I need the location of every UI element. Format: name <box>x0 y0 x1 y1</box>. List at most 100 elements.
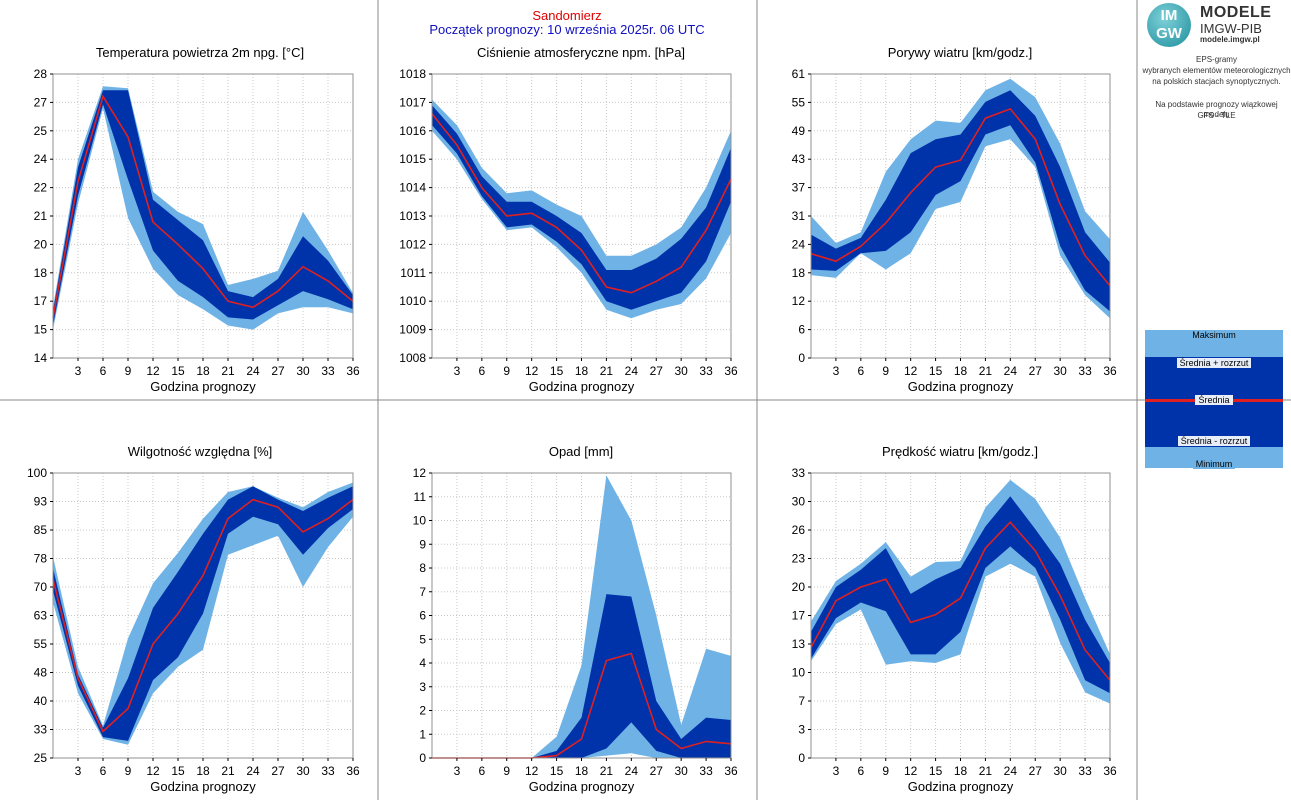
x-tick-label: 18 <box>196 764 210 778</box>
y-tick-label: 20 <box>34 237 48 251</box>
x-tick-label: 24 <box>625 364 639 378</box>
x-axis-label: Godzina prognozy <box>150 779 256 794</box>
x-tick-label: 18 <box>575 764 589 778</box>
y-tick-label: 24 <box>34 152 48 166</box>
y-tick-label: 18 <box>792 266 806 280</box>
x-tick-label: 21 <box>979 364 993 378</box>
description-line-2: wybranych elementów meteorologicznych <box>1142 66 1291 75</box>
imgw-logo-panel: IM GW MODELE IMGW-PIB modele.imgw.pl EPS… <box>1142 0 1291 130</box>
x-axis-label: Godzina prognozy <box>529 379 635 394</box>
x-tick-label: 12 <box>146 764 160 778</box>
y-tick-label: 55 <box>792 95 806 109</box>
legend-band-min <box>1145 447 1283 468</box>
chart-pressure: Ciśnienie atmosferyczne npm. [hPa] 1008 10… <box>399 45 738 394</box>
chart-title: Porywy wiatru [km/godz.] <box>888 45 1033 60</box>
x-tick-label: 36 <box>1103 364 1117 378</box>
y-tick-label: 1009 <box>399 323 426 337</box>
y-tick-label: 1014 <box>399 181 426 195</box>
x-tick-label: 15 <box>929 764 943 778</box>
y-tick-label: 30 <box>792 495 806 509</box>
x-tick-label: 6 <box>100 364 107 378</box>
y-tick-label: 55 <box>34 637 48 651</box>
chart-gusts: Porywy wiatru [km/godz.] 0 6 12 18 24 31 37 43 49… <box>792 45 1117 394</box>
forecast-start: Początek prognozy: 10 września 2025r. 06… <box>429 22 704 37</box>
x-tick-label: 21 <box>600 764 614 778</box>
y-tick-label: 12 <box>413 466 427 480</box>
imgw-logo-icon[interactable]: IM GW <box>1147 3 1191 47</box>
y-tick-label: 7 <box>798 694 805 708</box>
x-tick-label: 33 <box>321 364 335 378</box>
x-tick-label: 18 <box>196 364 210 378</box>
band-legend: Maksimum Średnia + rozrzut Średnia Średn… <box>1145 330 1283 469</box>
mean-line <box>52 498 354 733</box>
band-spread <box>432 105 731 310</box>
band-spread <box>53 486 353 741</box>
x-tick-label: 36 <box>724 364 738 378</box>
x-tick-label: 36 <box>1103 764 1117 778</box>
y-tick-label: 27 <box>34 95 48 109</box>
x-axis-label: Godzina prognozy <box>908 379 1014 394</box>
y-tick-label: 3 <box>419 680 426 694</box>
x-tick-label: 21 <box>600 364 614 378</box>
y-tick-label: 6 <box>798 323 805 337</box>
y-tick-label: 25 <box>34 751 48 765</box>
x-axis-label: Godzina prognozy <box>529 779 635 794</box>
y-tick-label: 17 <box>792 609 806 623</box>
y-tick-label: 24 <box>792 237 806 251</box>
y-tick-label: 9 <box>419 537 426 551</box>
x-tick-label: 9 <box>125 364 132 378</box>
logo-url[interactable]: modele.imgw.pl <box>1200 35 1260 44</box>
chart-title: Wilgotność względna [%] <box>128 444 273 459</box>
y-tick-label: 26 <box>792 523 806 537</box>
y-tick-label: 0 <box>798 751 805 765</box>
chart-title: Temperatura powietrza 2m npg. [°C] <box>96 45 304 60</box>
y-tick-label: 15 <box>34 323 48 337</box>
x-tick-label: 3 <box>75 764 82 778</box>
x-tick-label: 24 <box>246 364 260 378</box>
y-tick-label: 12 <box>792 294 806 308</box>
x-tick-label: 15 <box>550 364 564 378</box>
x-tick-label: 30 <box>674 364 688 378</box>
x-tick-label: 3 <box>454 364 461 378</box>
band-spread <box>53 90 353 326</box>
chart-title: Prędkość wiatru [km/godz.] <box>882 444 1038 459</box>
y-tick-label: 33 <box>792 466 806 480</box>
x-tick-label: 6 <box>478 364 485 378</box>
x-tick-label: 6 <box>478 764 485 778</box>
y-tick-label: 1013 <box>399 209 426 223</box>
y-tick-label: 18 <box>34 266 48 280</box>
y-tick-label: 1018 <box>399 67 426 81</box>
y-tick-label: 7 <box>419 585 426 599</box>
y-tick-label: 10 <box>413 514 427 528</box>
x-tick-label: 24 <box>625 764 639 778</box>
y-tick-label: 48 <box>34 666 48 680</box>
y-tick-label: 25 <box>34 124 48 138</box>
x-tick-label: 18 <box>954 364 968 378</box>
x-tick-label: 9 <box>503 764 510 778</box>
x-tick-label: 30 <box>296 364 310 378</box>
x-tick-label: 12 <box>525 764 539 778</box>
band-spread <box>811 496 1110 694</box>
x-tick-label: 36 <box>346 764 360 778</box>
logo-badge-bottom: GW <box>1156 25 1182 42</box>
x-tick-label: 15 <box>171 764 185 778</box>
x-tick-label: 33 <box>321 764 335 778</box>
band-spread <box>432 594 731 758</box>
x-tick-label: 36 <box>724 764 738 778</box>
y-tick-label: 61 <box>792 67 806 81</box>
description-line-4: Na podstawie prognozy wiązkowej modelu <box>1155 100 1278 119</box>
y-tick-label: 0 <box>419 751 426 765</box>
y-tick-label: 6 <box>419 609 426 623</box>
y-tick-label: 43 <box>792 152 806 166</box>
mean-line <box>52 94 354 318</box>
x-tick-label: 27 <box>1029 764 1043 778</box>
y-tick-label: 13 <box>792 637 806 651</box>
y-tick-label: 23 <box>792 552 806 566</box>
logo-subtitle: IMGW-PIB <box>1200 21 1262 36</box>
band-spread <box>811 90 1110 312</box>
y-tick-label: 1 <box>419 727 426 741</box>
mean-line <box>810 107 1111 287</box>
y-tick-label: 11 <box>414 490 427 504</box>
